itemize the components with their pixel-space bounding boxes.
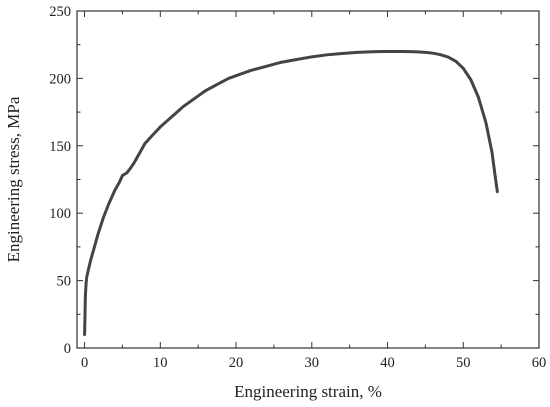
stress-strain-curve: [83, 49, 499, 337]
y-tick-label: 250: [49, 4, 71, 20]
plot-area-frame: [76, 10, 540, 349]
y-tick-label: 50: [57, 274, 72, 290]
x-tick-label: 60: [532, 355, 547, 371]
x-tick-label: 10: [153, 355, 168, 371]
x-tick-label: 50: [456, 355, 471, 371]
x-tick-label: 0: [81, 355, 88, 371]
axis-ticks: [77, 10, 540, 349]
x-tick-label: 40: [380, 355, 395, 371]
x-tick-label: 30: [305, 355, 320, 371]
y-tick-label: 100: [49, 206, 71, 222]
x-tick-label: 20: [229, 355, 244, 371]
x-axis-title: Engineering strain, %: [234, 382, 382, 401]
y-tick-label: 0: [64, 341, 71, 357]
y-tick-label: 150: [49, 139, 71, 155]
y-tick-label: 200: [49, 71, 71, 87]
y-axis-title: Engineering stress, MPa: [4, 96, 23, 262]
axis-tick-labels: 0 10 20 30 40 50 60 0 50 100 150 200 250: [49, 4, 546, 371]
